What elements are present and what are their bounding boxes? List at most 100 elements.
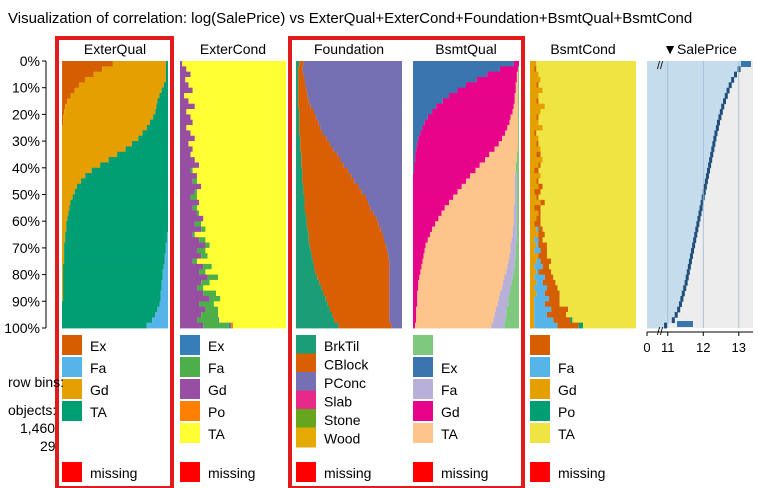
bar-segment — [413, 66, 500, 73]
bar-segment — [196, 210, 200, 217]
bar-segment — [413, 87, 458, 94]
saleprice-bar — [647, 231, 698, 238]
bar-segment — [546, 247, 636, 254]
bar-segment — [517, 87, 519, 94]
bar-segment — [62, 199, 71, 206]
bar-segment — [299, 61, 304, 67]
bar-segment — [542, 183, 636, 190]
bar-segment — [194, 103, 286, 110]
bar-segment — [414, 167, 476, 174]
legend-label-missing: missing — [558, 465, 605, 481]
bar-segment — [199, 237, 206, 243]
bar-segment — [180, 274, 208, 281]
bar-segment — [194, 135, 286, 142]
bar-segment — [185, 77, 286, 83]
bar-segment — [188, 82, 286, 89]
row-axis-label: 90% — [12, 293, 40, 309]
bar-segment — [530, 295, 535, 302]
bar-segment — [296, 173, 303, 179]
bar-segment — [415, 322, 492, 329]
bar-segment — [413, 109, 433, 115]
legend-label-missing: missing — [208, 465, 255, 481]
bar-segment — [507, 263, 515, 270]
bar-segment — [417, 295, 499, 302]
bar-segment — [74, 87, 162, 94]
legend-swatch — [413, 335, 433, 355]
bar-segment — [423, 253, 510, 259]
legend-swatch — [62, 401, 82, 421]
bar-segment — [479, 162, 516, 169]
bar-segment — [422, 258, 509, 265]
bar-segment — [536, 130, 636, 137]
bar-segment — [156, 103, 168, 110]
bar-segment — [530, 269, 537, 275]
bar-segment — [429, 231, 513, 238]
bar-segment — [188, 98, 286, 105]
bar-segment — [62, 183, 77, 190]
bar-segment — [413, 317, 417, 324]
bar-segment — [514, 194, 517, 201]
bar-segment — [316, 114, 402, 121]
bar-segment — [549, 263, 636, 270]
bar-segment — [298, 66, 303, 73]
bar-segment — [180, 189, 195, 195]
bar-segment — [63, 279, 162, 286]
bar-segment — [180, 178, 193, 185]
bar-segment — [417, 141, 499, 147]
bar-segment — [64, 247, 166, 254]
bar-segment — [180, 71, 191, 78]
bar-segment — [160, 290, 168, 297]
bar-segment — [510, 114, 518, 121]
bar-segment — [380, 226, 402, 233]
bar-segment — [530, 93, 539, 99]
bar-segment — [306, 221, 379, 227]
bar-segment — [201, 311, 219, 318]
bar-segment — [201, 253, 208, 259]
bar-segment — [559, 301, 636, 308]
saleprice-mean-marker — [694, 231, 698, 238]
bar-segment — [152, 317, 168, 324]
bar-segment — [163, 263, 168, 270]
bar-segment — [138, 135, 168, 142]
bar-segment — [196, 285, 204, 292]
bar-segment — [205, 226, 286, 233]
bar-segment — [296, 146, 301, 153]
bar-segment — [199, 199, 286, 206]
bar-segment — [203, 285, 286, 292]
bar-segment — [201, 279, 210, 286]
bar-segment — [304, 77, 402, 83]
row-bins-label: row bins: — [8, 374, 65, 390]
bar-segment — [516, 178, 519, 185]
bar-segment — [296, 162, 302, 169]
saleprice-mean-marker — [664, 322, 668, 329]
bar-segment — [461, 183, 515, 190]
bar-segment — [70, 93, 160, 99]
saleprice-bar — [647, 311, 678, 318]
bar-segment — [505, 317, 519, 324]
bar-segment — [536, 66, 636, 73]
saleprice-mean-marker — [718, 114, 722, 121]
bar-segment — [538, 269, 552, 275]
bar-segment — [413, 151, 416, 158]
bar-segment — [511, 279, 519, 286]
legend-label-missing: missing — [441, 465, 488, 481]
bar-segment — [413, 71, 488, 78]
bar-segment — [416, 317, 494, 324]
bar-segment — [296, 151, 302, 158]
bar-segment — [62, 178, 82, 185]
bar-segment — [180, 82, 189, 89]
bar-segment — [203, 215, 286, 222]
bar-segment — [299, 119, 319, 126]
bar-segment — [389, 301, 402, 308]
bar-segment — [301, 157, 341, 163]
legend-swatch — [530, 357, 550, 377]
saleprice-bar — [647, 183, 707, 190]
bar-segment — [413, 247, 425, 254]
bar-segment — [166, 231, 168, 238]
bar-segment — [180, 173, 197, 179]
bar-segment — [546, 285, 558, 292]
bar-segment — [413, 258, 423, 265]
saleprice-mean-marker — [693, 237, 697, 243]
bar-segment — [298, 82, 306, 89]
bar-segment — [66, 221, 168, 227]
